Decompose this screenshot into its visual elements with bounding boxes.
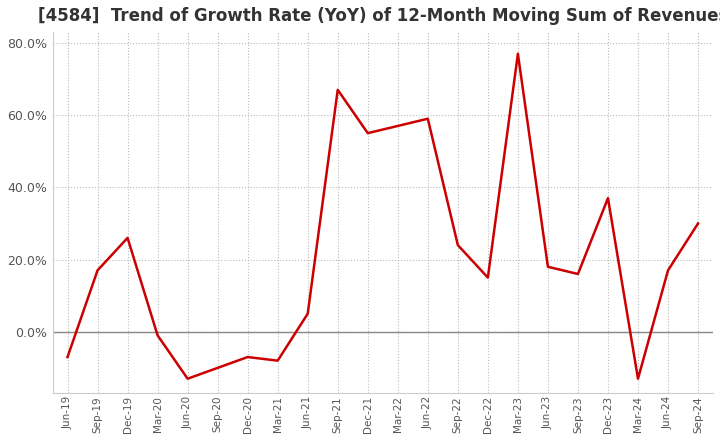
Title: [4584]  Trend of Growth Rate (YoY) of 12-Month Moving Sum of Revenues: [4584] Trend of Growth Rate (YoY) of 12-… bbox=[37, 7, 720, 25]
